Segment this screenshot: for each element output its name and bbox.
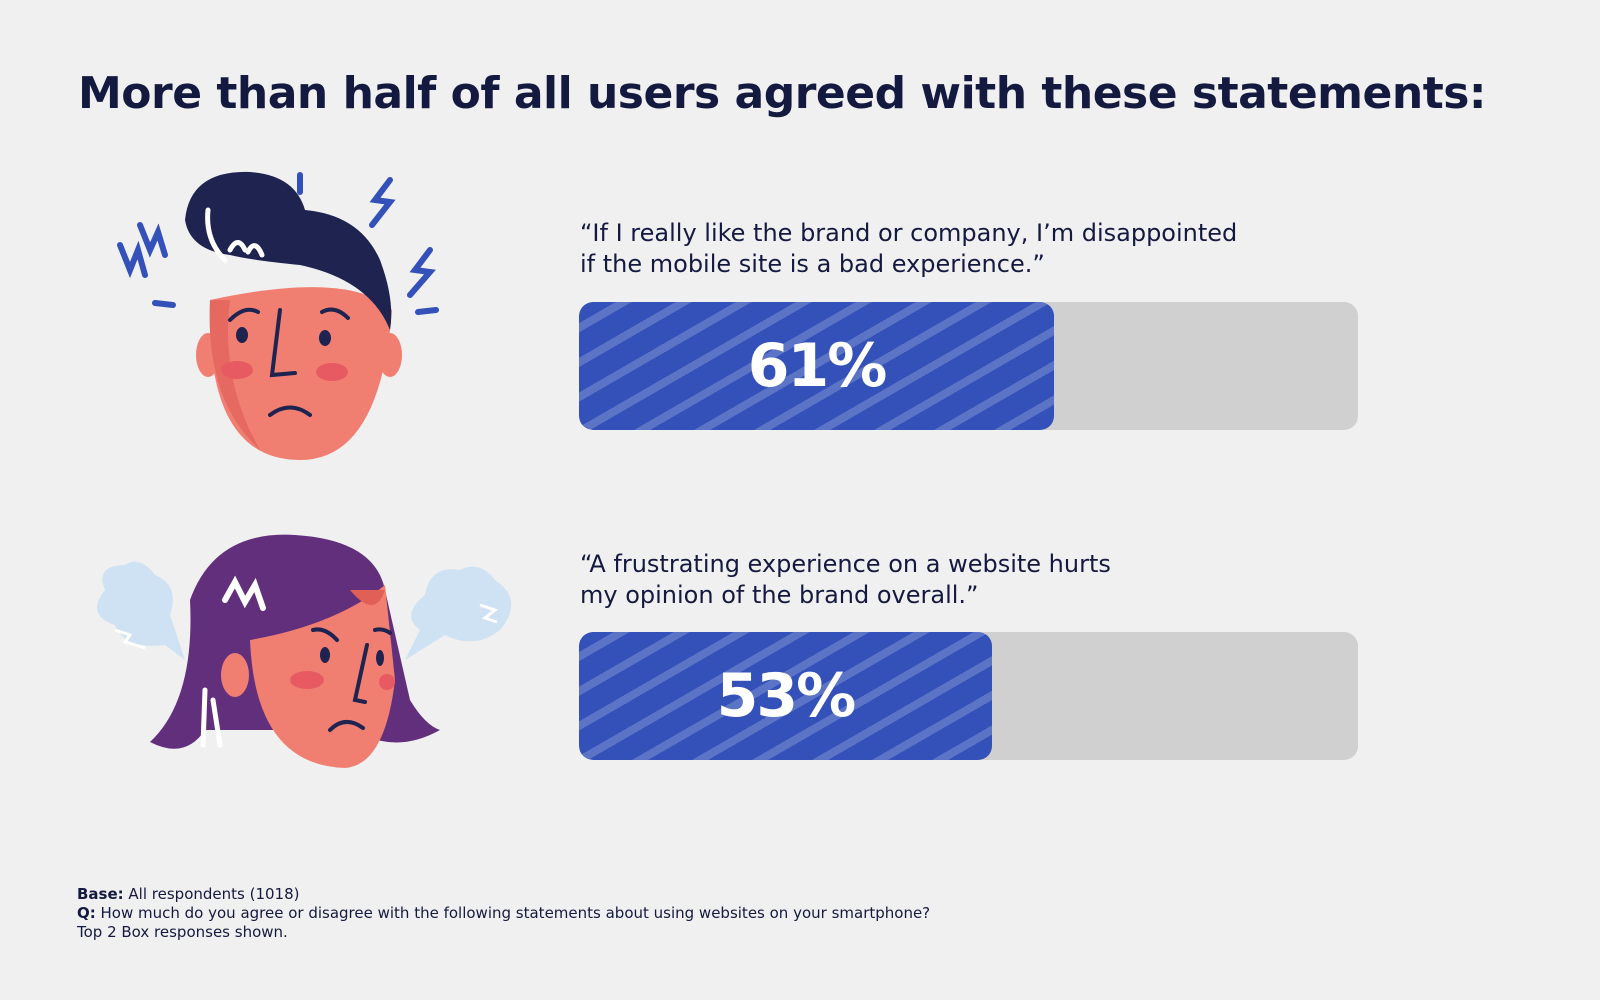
statement-2: “A frustrating experience on a website h… [580,549,1300,611]
angry-woman-face-illustration [97,534,512,768]
bar-track-1: 61% [579,302,1358,430]
bar-track-2: 53% [579,632,1358,760]
question-text: How much do you agree or disagree with t… [95,904,931,922]
page-title: More than half of all users agreed with … [78,68,1487,119]
bar-label-1: 61% [747,331,888,401]
base-text: All respondents (1018) [123,885,300,903]
statement-1: “If I really like the brand or company, … [580,218,1300,280]
footnote: Base: All respondents (1018) Q: How much… [77,885,930,942]
statement-2-line2: my opinion of the brand overall.” [580,581,979,609]
footnote-note: Top 2 Box responses shown. [77,923,288,941]
statement-1-line1: “If I really like the brand or company, … [580,219,1238,247]
bar-fill-1: 61% [579,302,1055,430]
bar-label-2: 53% [716,661,857,731]
bar-fill-2: 53% [579,632,992,760]
statement-1-line2: if the mobile site is a bad experience.” [580,250,1045,278]
question-label: Q: [77,904,96,922]
base-label: Base: [77,885,124,903]
steam-cloud-icon [97,561,512,660]
statement-2-line1: “A frustrating experience on a website h… [580,550,1111,578]
frustrated-man-face-illustration [117,171,439,460]
stress-lines-icon [117,172,439,315]
